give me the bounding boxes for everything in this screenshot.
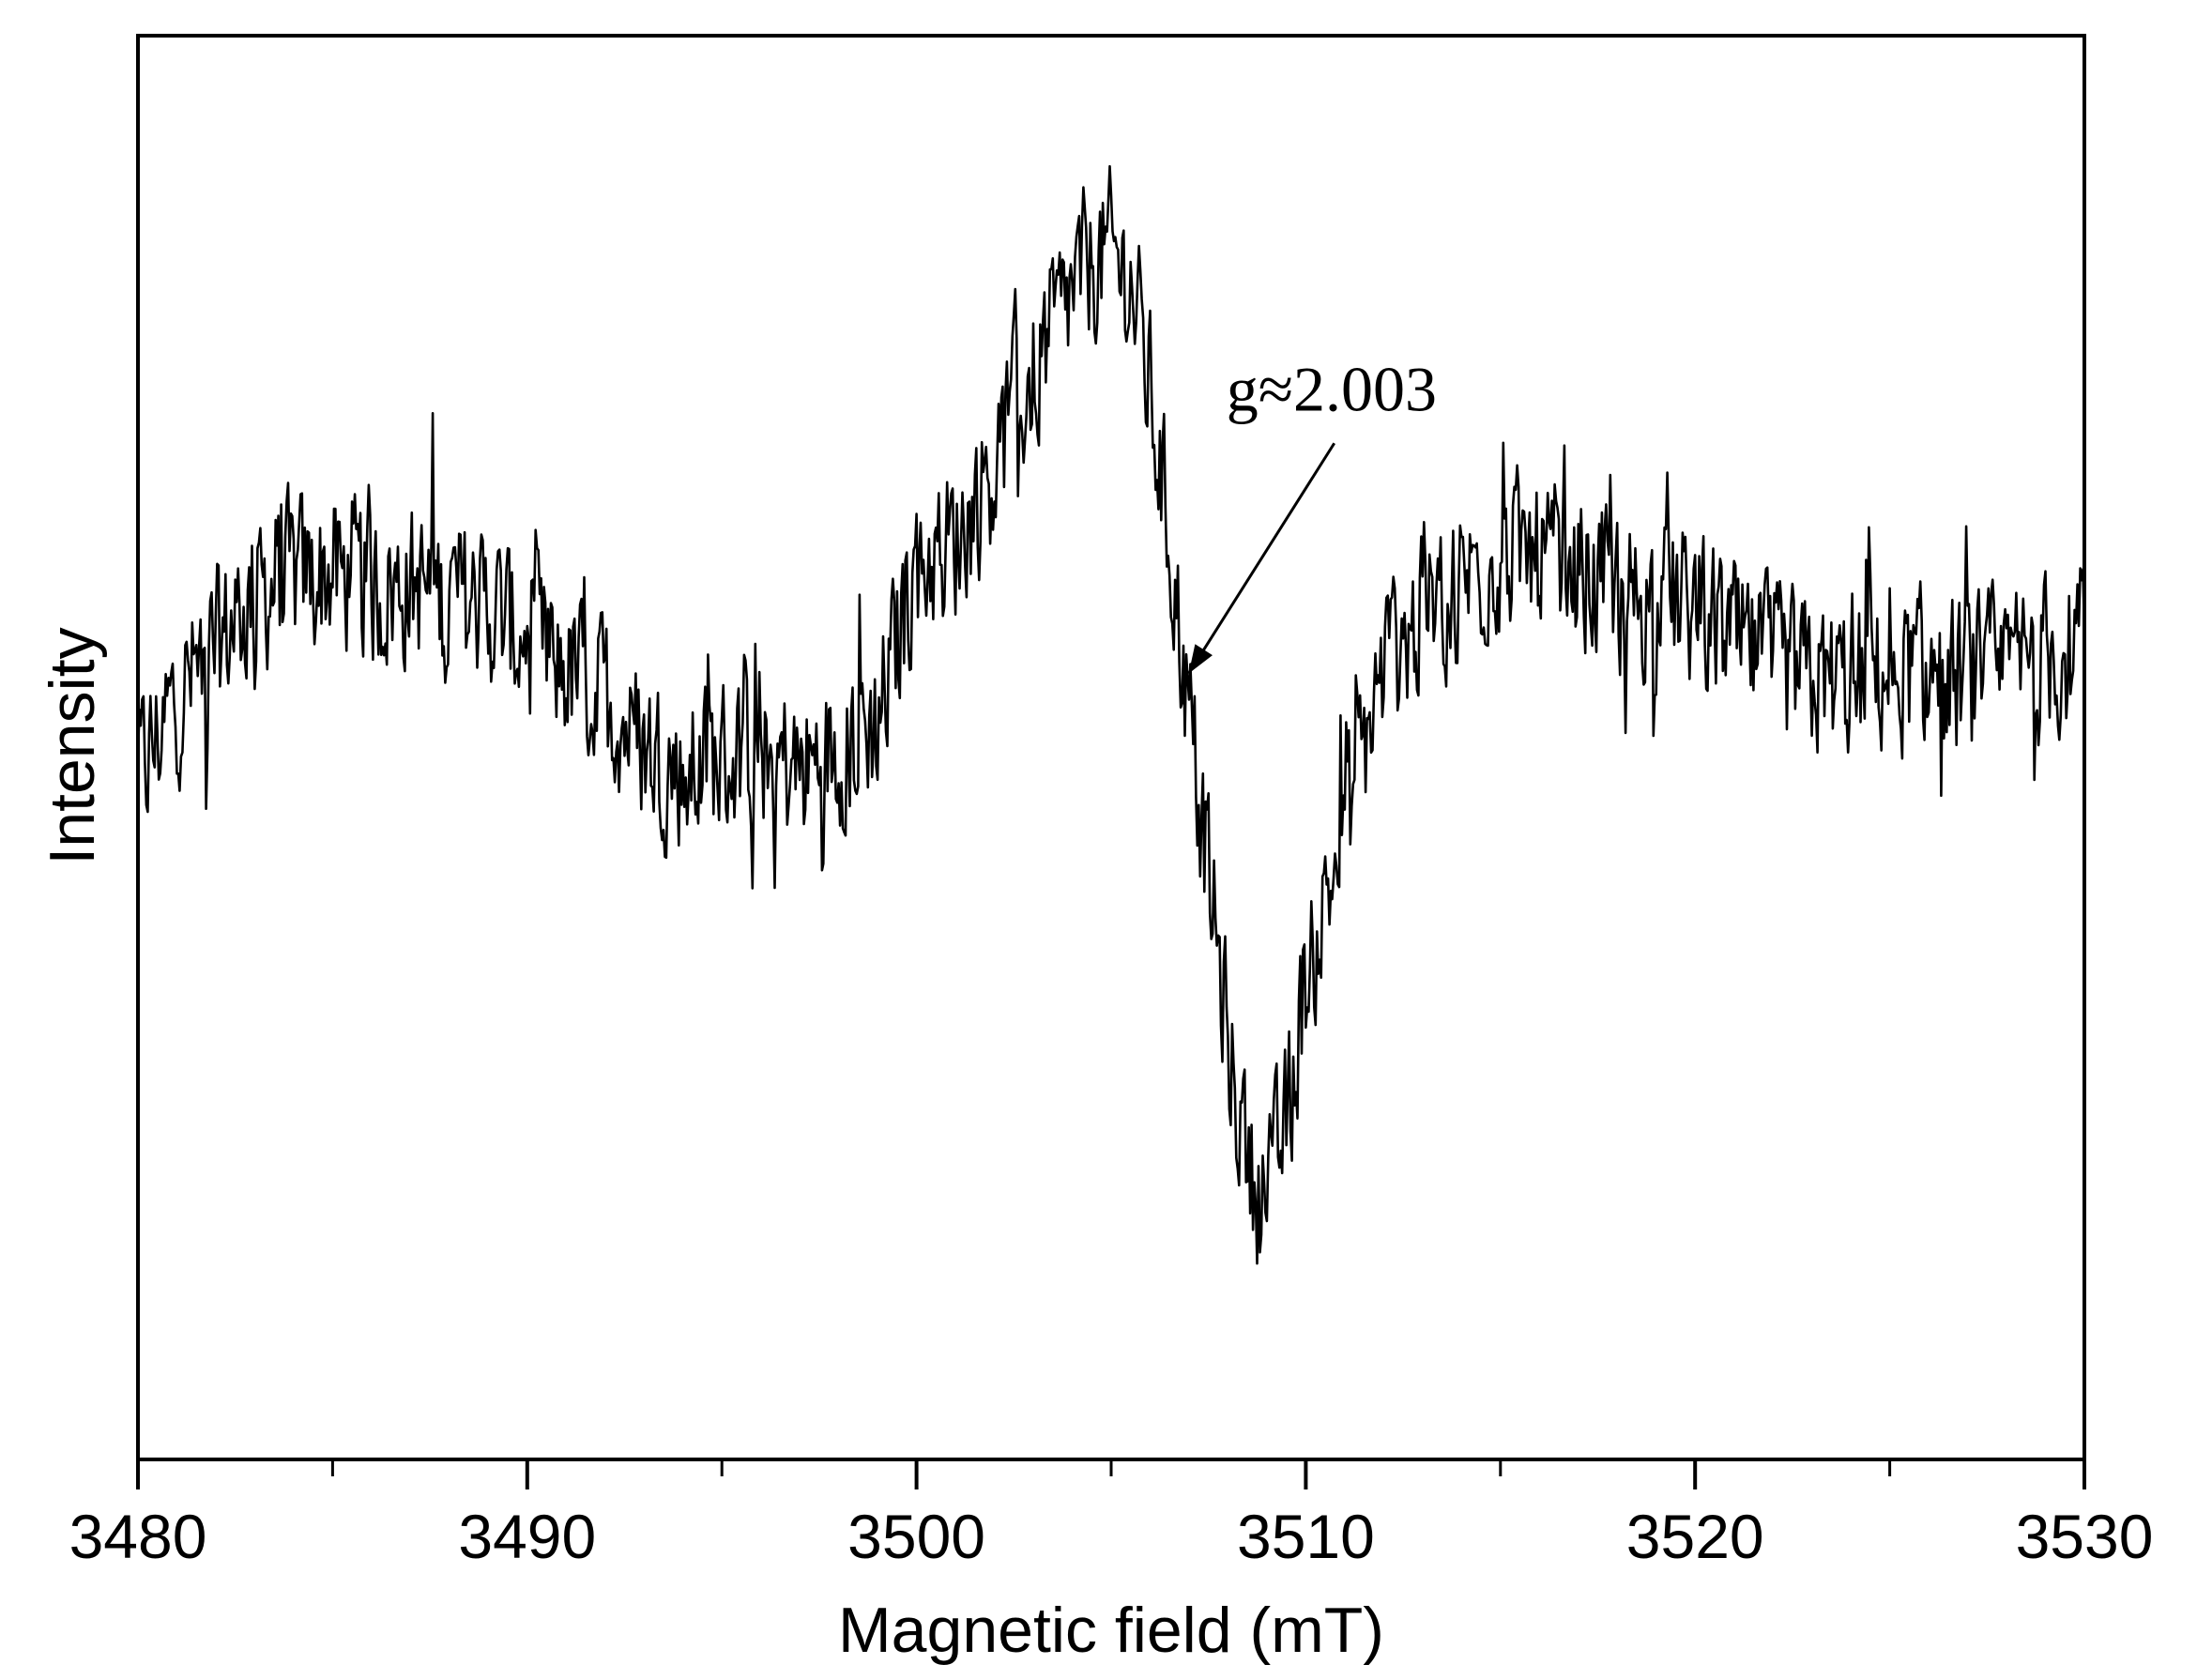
annotation-arrow-head — [1188, 644, 1213, 674]
spectrum-series-line — [138, 164, 2084, 1265]
x-tick-label: 3490 — [458, 1502, 596, 1571]
y-axis-title: Intensity — [37, 627, 108, 864]
g-factor-annotation: g≈2.003 — [1227, 353, 1437, 424]
annotation-arrow-line — [1187, 442, 1336, 675]
x-tick-label: 3510 — [1237, 1502, 1375, 1571]
x-tick-label: 3500 — [847, 1502, 985, 1571]
x-tick-label: 3530 — [2016, 1502, 2154, 1571]
x-tick-label: 3520 — [1626, 1502, 1764, 1571]
x-tick-label: 3480 — [69, 1502, 207, 1571]
x-axis-title: Magnetic field (mT) — [838, 1595, 1384, 1666]
